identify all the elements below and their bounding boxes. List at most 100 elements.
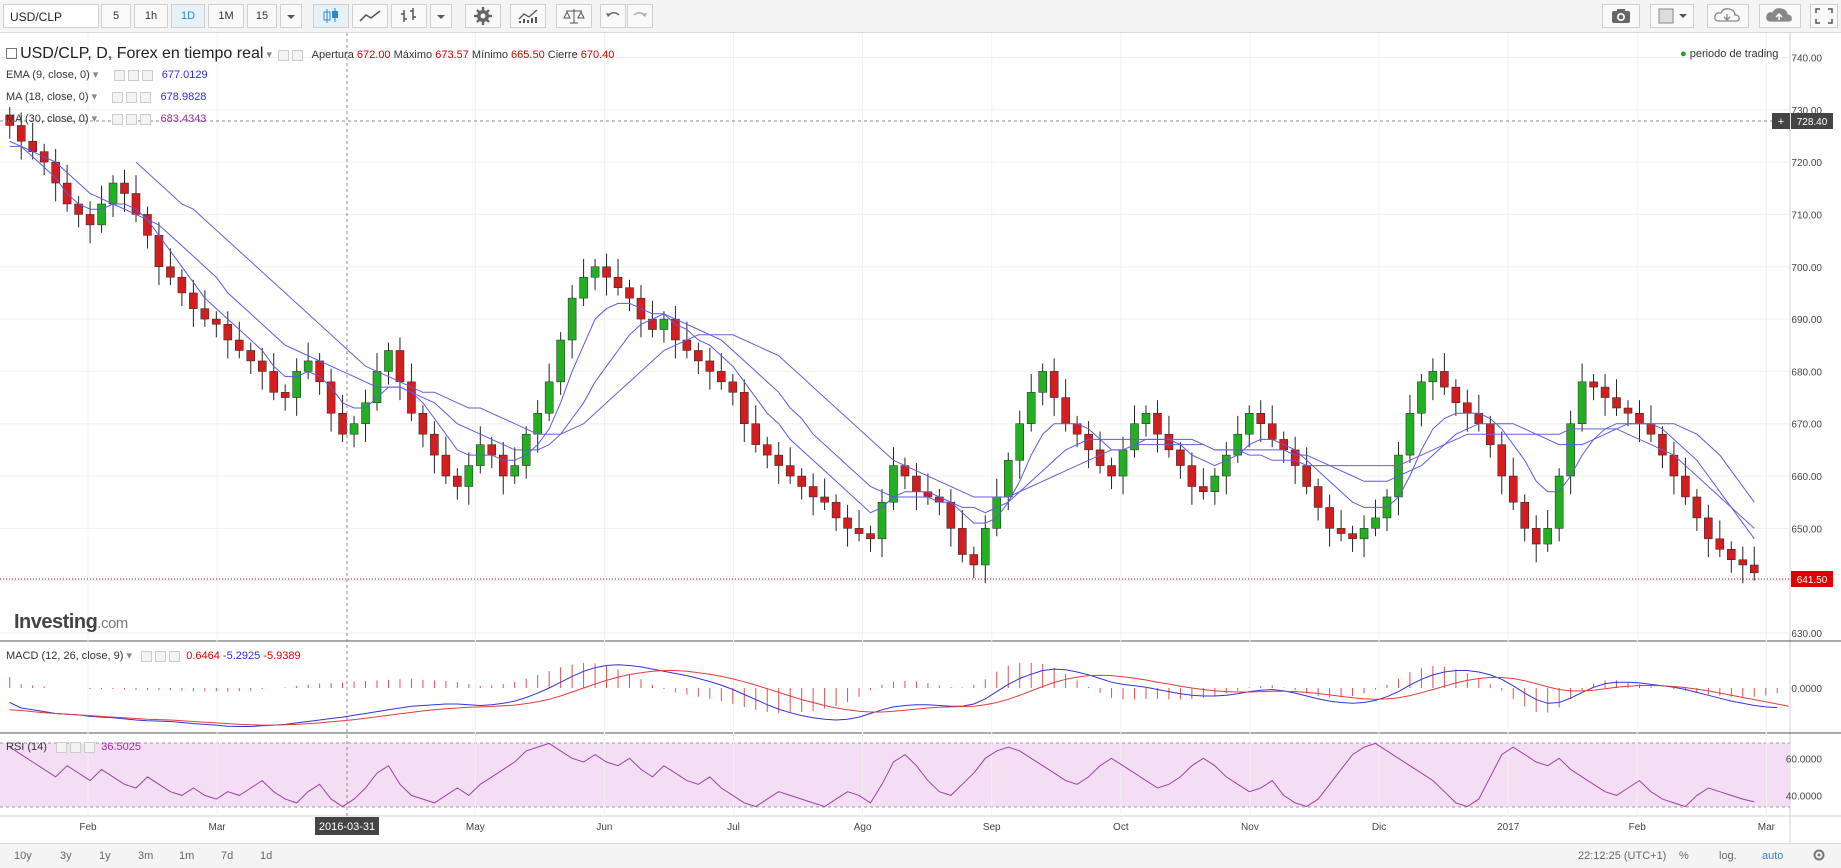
- compare-scale-icon[interactable]: [556, 4, 592, 28]
- candle-body: [326, 381, 336, 414]
- candle-body: [877, 501, 887, 540]
- undo-icon[interactable]: [600, 4, 626, 28]
- ma-hide-icon[interactable]: [126, 91, 138, 103]
- candle: [280, 384, 290, 411]
- candle-body: [694, 350, 703, 362]
- line-chart-icon[interactable]: [352, 4, 388, 28]
- candle-body: [16, 125, 26, 142]
- rsi-close-icon[interactable]: [84, 741, 96, 753]
- auto-toggle[interactable]: auto: [1762, 850, 1784, 862]
- range-3y-button[interactable]: 3y: [60, 850, 72, 862]
- macd-label[interactable]: MACD (12, 26, close, 9): [6, 650, 124, 662]
- percent-toggle[interactable]: %: [1679, 850, 1689, 862]
- ma-chevron-down-icon[interactable]: ▾: [91, 91, 98, 103]
- ma-settings-icon[interactable]: [112, 91, 124, 103]
- candle-body: [808, 486, 818, 498]
- macd-chevron-down-icon[interactable]: ▾: [126, 650, 132, 662]
- rsi-hide-icon[interactable]: [70, 741, 82, 753]
- candle: [189, 279, 198, 327]
- rsi-label[interactable]: RSI (14): [6, 741, 47, 753]
- chart-area[interactable]: 740.00 730.00 720.00 710.00 700.00 690.00 680.…: [0, 33, 1841, 843]
- chart-layout-chevron-down-icon[interactable]: [1650, 4, 1694, 28]
- price-axis-label: 710.00: [1791, 210, 1822, 221]
- range-1y-button[interactable]: 1y: [99, 850, 111, 862]
- ema-settings-icon[interactable]: [113, 69, 125, 81]
- candle-body: [1497, 444, 1507, 477]
- redo-icon[interactable]: [627, 4, 653, 28]
- candle-body: [1405, 413, 1415, 456]
- range-1d-button[interactable]: 1d: [260, 850, 273, 862]
- candle-body: [820, 496, 829, 503]
- candle: [464, 452, 474, 505]
- title-chevron-down-icon[interactable]: ▾: [266, 49, 273, 61]
- ma30-label[interactable]: MA (30, close, 0): [6, 113, 89, 125]
- interval-1m-button[interactable]: 1M: [208, 4, 244, 28]
- price-chart[interactable]: 740.00 730.00 720.00 710.00 700.00 690.00 680.…: [0, 33, 1841, 843]
- symbol-title[interactable]: USD/CLP, D, Forex en tiempo real: [20, 45, 264, 62]
- log-toggle[interactable]: log.: [1719, 850, 1737, 862]
- candle-body: [464, 465, 474, 487]
- ma30-close-icon[interactable]: [140, 113, 152, 125]
- interval-1d-button[interactable]: 1D: [171, 4, 205, 28]
- collapse-icon[interactable]: [6, 48, 17, 59]
- candle: [1336, 510, 1346, 542]
- chart-type-chevron-down-icon[interactable]: [430, 4, 452, 28]
- candle: [1531, 515, 1541, 563]
- ma30-line: [135, 161, 1755, 529]
- candle: [246, 342, 256, 375]
- bar-chart-ohlc-icon[interactable]: [391, 4, 427, 28]
- candle: [877, 489, 887, 558]
- candle: [1325, 494, 1334, 547]
- candle: [854, 510, 864, 542]
- macd-settings-icon[interactable]: [141, 650, 153, 662]
- close-icon[interactable]: [292, 49, 304, 61]
- candle: [166, 248, 175, 286]
- candle: [1015, 410, 1024, 479]
- ema-close-icon[interactable]: [141, 69, 153, 81]
- interval-15-button[interactable]: 15: [247, 4, 277, 28]
- cloud-upload-icon[interactable]: [1759, 4, 1801, 28]
- ema-hide-icon[interactable]: [127, 69, 139, 81]
- candle: [613, 258, 623, 296]
- gear-icon[interactable]: [465, 4, 501, 28]
- ema-label[interactable]: EMA (9, close, 0): [6, 69, 90, 81]
- ma-label[interactable]: MA (18, close, 0): [6, 91, 89, 103]
- symbol-input[interactable]: USD/CLP: [3, 4, 99, 28]
- candle: [728, 374, 738, 406]
- settings-gear-icon[interactable]: [1812, 848, 1826, 865]
- ema-chevron-down-icon[interactable]: ▾: [92, 69, 99, 81]
- settings-icon[interactable]: [278, 49, 290, 61]
- range-3m-button[interactable]: 3m: [138, 850, 154, 862]
- macd-legend: MACD (12, 26, close, 9) ▾ 0.6464 -5.2925…: [6, 649, 301, 662]
- macd-close-icon[interactable]: [169, 650, 181, 662]
- candle: [85, 201, 95, 244]
- camera-snapshot-icon[interactable]: [1602, 4, 1640, 28]
- candle: [602, 253, 611, 296]
- candle-body: [1313, 486, 1323, 508]
- candlestick-chart-icon[interactable]: [313, 4, 349, 28]
- ma30-settings-icon[interactable]: [112, 113, 124, 125]
- candle-body: [1084, 433, 1093, 451]
- interval-1h-button[interactable]: 1h: [134, 4, 168, 28]
- range-1m-button[interactable]: 1m: [179, 850, 195, 862]
- interval-dropdown-chevron-down-icon[interactable]: [280, 4, 302, 28]
- interval-5-button[interactable]: 5: [101, 4, 131, 28]
- candle-body: [1302, 465, 1311, 487]
- candle: [866, 525, 875, 552]
- candle-body: [1199, 486, 1208, 492]
- candle-body: [1749, 564, 1759, 574]
- fullscreen-icon[interactable]: [1810, 4, 1838, 28]
- price-pane[interactable]: [0, 33, 1790, 641]
- ma30-chevron-down-icon[interactable]: ▾: [91, 113, 98, 125]
- range-7d-button[interactable]: 7d: [221, 850, 234, 862]
- ma-close-icon[interactable]: [140, 91, 152, 103]
- candle-body: [1704, 517, 1713, 540]
- rsi-settings-icon[interactable]: [56, 741, 68, 753]
- macd-hide-icon[interactable]: [155, 650, 167, 662]
- range-10y-button[interactable]: 10y: [14, 850, 32, 862]
- cloud-download-icon[interactable]: [1707, 4, 1749, 28]
- session-legend: ● periodo de trading: [1680, 48, 1778, 60]
- indicators-icon[interactable]: [510, 4, 546, 28]
- ma30-hide-icon[interactable]: [126, 113, 138, 125]
- candle-body: [1371, 517, 1380, 529]
